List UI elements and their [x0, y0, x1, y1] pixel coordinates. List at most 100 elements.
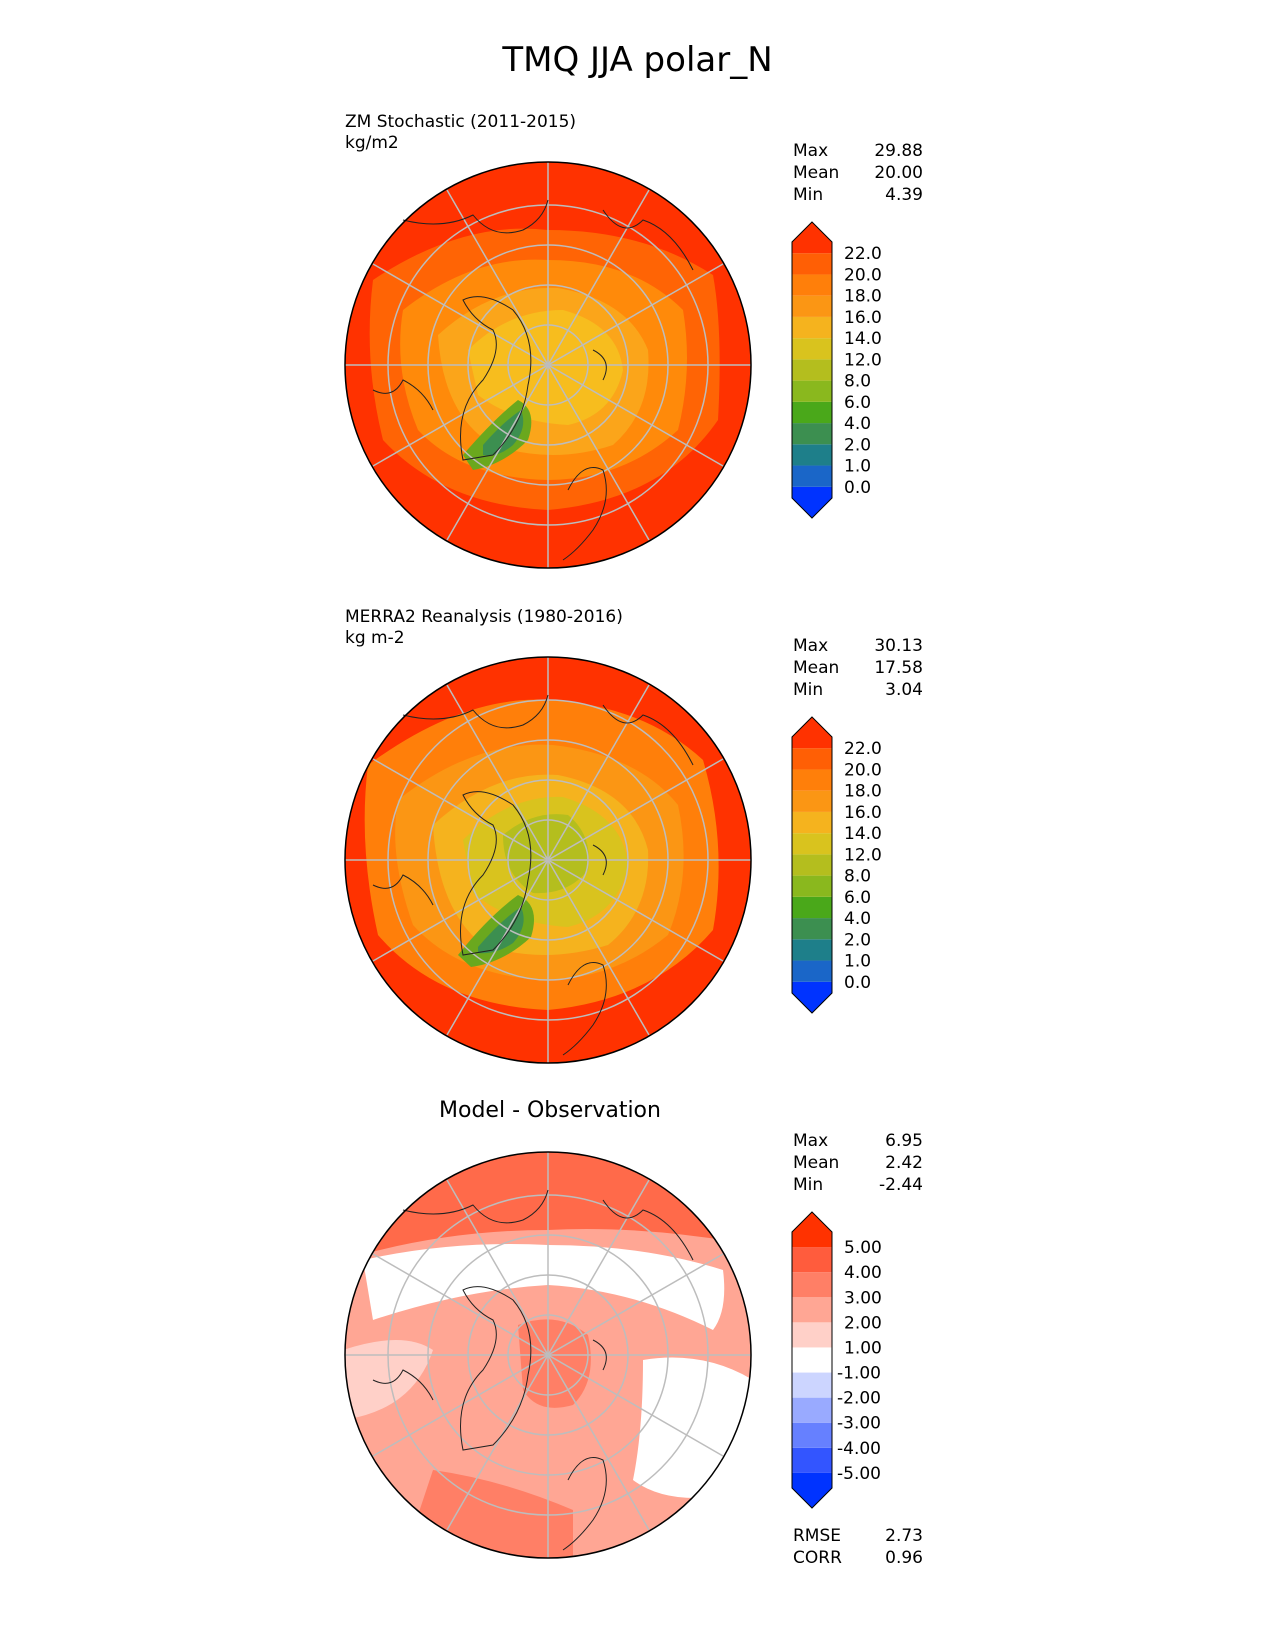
- colorbar-segment: [792, 1212, 832, 1248]
- stat-mean: Mean 2.42: [793, 1153, 923, 1173]
- stat-max: Max 29.88: [793, 141, 923, 161]
- field-band: [345, 1340, 433, 1420]
- stats-block: Max 6.95 Mean 2.42 Min -2.44: [793, 1130, 923, 1196]
- colorbar-tick-label: 4.00: [844, 1263, 882, 1283]
- map-boundary: [344, 161, 752, 569]
- colorbar-segment: [792, 1247, 832, 1273]
- colorbar-segment: [792, 918, 832, 940]
- panel-label-units: kg m-2: [345, 628, 405, 648]
- colorbar-segment: [792, 401, 832, 424]
- colorbar-segment: [792, 717, 832, 749]
- colorbar-segment: [792, 222, 832, 254]
- colorbar-segment: [792, 444, 832, 466]
- panel-title: Model - Observation: [439, 1098, 661, 1123]
- colorbar-tick-label: 22.0: [844, 739, 882, 759]
- colorbar-tick-label: 22.0: [844, 244, 882, 264]
- colorbar-tick-label: 6.0: [844, 888, 871, 908]
- colorbar-segment: [792, 380, 832, 402]
- panel-label-units: kg/m2: [345, 133, 399, 153]
- colorbar-tick-label: 5.00: [844, 1238, 882, 1258]
- colorbar-tick-label: 18.0: [844, 782, 882, 802]
- stat-max: Max 6.95: [793, 1131, 923, 1151]
- colorbar-tick-label: -4.00: [837, 1439, 881, 1459]
- map-boundary: [344, 1151, 752, 1559]
- field-band: [363, 1244, 725, 1330]
- colorbar-tick-label: 20.0: [844, 760, 882, 780]
- colorbar-segment: [792, 1397, 832, 1423]
- metric-corr: CORR 0.96: [793, 1548, 923, 1568]
- panel-label-line1: MERRA2 Reanalysis (1980-2016): [345, 607, 623, 627]
- colorbar-segment: [792, 1447, 832, 1473]
- metrics-block: RMSE 2.73 CORR 0.96: [793, 1525, 923, 1569]
- panel-model: ZM Stochastic (2011-2015) kg/m2: [0, 110, 1275, 590]
- stats-block: Max 29.88 Mean 20.00 Min 4.39: [793, 140, 923, 206]
- colorbar-segment: [792, 981, 832, 1013]
- colorbar-segment: [792, 1422, 832, 1448]
- colorbar-outline: [791, 716, 833, 1014]
- colorbar-tick-label: 2.0: [844, 930, 871, 950]
- colorbar-segment: [792, 486, 832, 518]
- colorbar-segment: [792, 465, 832, 487]
- colorbar-segment: [792, 854, 832, 876]
- figure-title: TMQ JJA polar_N: [502, 40, 773, 80]
- colorbar-tick-label: 2.0: [844, 435, 871, 455]
- colorbar-segment: [792, 1297, 832, 1323]
- greenland-lowest: [483, 410, 524, 456]
- colorbar-tick-label: 1.0: [844, 457, 871, 477]
- colorbar-segment: [792, 316, 832, 339]
- colorbar: -5.00 -4.00 -3.00 -2.00 -1.00 1.00 2.00 3.00 4.0…: [791, 1211, 882, 1509]
- colorbar-tick-label: 12.0: [844, 350, 882, 370]
- colorbar-segment: [792, 875, 832, 897]
- polar-map-difference: [344, 1151, 752, 1559]
- colorbar-tick-label: 1.00: [844, 1338, 882, 1358]
- colorbar-segment: [792, 295, 832, 317]
- colorbar-tick-label: -1.00: [837, 1364, 881, 1384]
- colorbar-segment: [792, 769, 832, 791]
- colorbar-segment: [792, 253, 832, 275]
- stat-mean: Mean 17.58: [793, 658, 923, 678]
- colorbar-tick-label: 0.0: [844, 973, 871, 993]
- colorbar-outline: [791, 221, 833, 519]
- colorbar-tick-label: 14.0: [844, 824, 882, 844]
- stat-min: Min 3.04: [793, 680, 923, 700]
- colorbar: 0.01.02.04.06.08.012.014.016.018.020.022…: [791, 716, 882, 1014]
- colorbar-tick-label: -3.00: [837, 1414, 881, 1434]
- stat-min: Min -2.44: [793, 1175, 923, 1195]
- colorbar-segment: [792, 811, 832, 834]
- colorbar-tick-label: 20.0: [844, 265, 882, 285]
- stat-mean: Mean 20.00: [793, 163, 923, 183]
- colorbar-segment: [792, 939, 832, 961]
- colorbar-tick-label: 16.0: [844, 308, 882, 328]
- greenland-lowest: [478, 907, 524, 954]
- colorbar-segment: [792, 1322, 832, 1348]
- colorbar-segment: [792, 274, 832, 296]
- colorbar-tick-label: 8.0: [844, 867, 871, 887]
- colorbar-tick-label: 4.0: [844, 414, 871, 434]
- stat-max: Max 30.13: [793, 636, 923, 656]
- map-boundary: [344, 656, 752, 1064]
- colorbar-segment: [792, 960, 832, 982]
- panel-label-line1: ZM Stochastic (2011-2015): [345, 112, 577, 132]
- coastlines: [372, 199, 694, 561]
- panel-observation: MERRA2 Reanalysis (1980-2016) kg m-2: [0, 605, 1275, 1085]
- stats-block: Max 30.13 Mean 17.58 Min 3.04: [793, 635, 923, 701]
- panel-difference: Model - Observation Max 6.9: [0, 1100, 1275, 1580]
- colorbar-segment: [792, 790, 832, 812]
- metric-rmse: RMSE 2.73: [793, 1526, 923, 1546]
- polar-map-observation: [344, 656, 752, 1064]
- colorbar-segment: [792, 359, 832, 381]
- colorbar-outline: [791, 1211, 833, 1509]
- colorbar-tick-label: -2.00: [837, 1389, 881, 1409]
- colorbar-segment: [792, 748, 832, 770]
- colorbar-tick-label: 4.0: [844, 909, 871, 929]
- graticule: [345, 1152, 751, 1558]
- field-band: [468, 310, 623, 425]
- colorbar-segment: [792, 1372, 832, 1398]
- graticule: [345, 162, 751, 568]
- colorbar-segment: [792, 1347, 832, 1373]
- colorbar-tick-label: -5.00: [837, 1464, 881, 1484]
- colorbar-segment: [792, 338, 832, 360]
- colorbar-tick-label: 0.0: [844, 478, 871, 498]
- colorbar-tick-label: 14.0: [844, 329, 882, 349]
- colorbar-tick-label: 16.0: [844, 803, 882, 823]
